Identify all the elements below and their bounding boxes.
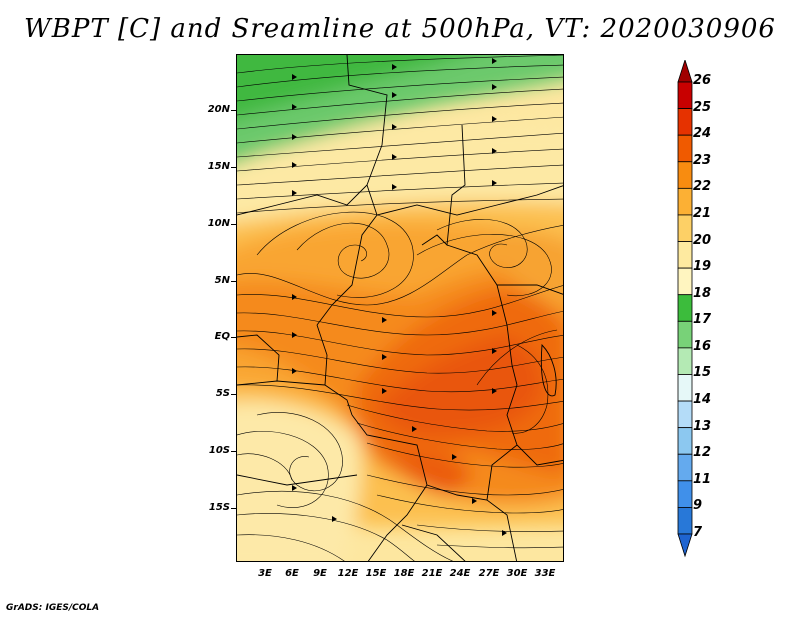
colorbar-label: 16 bbox=[693, 338, 712, 354]
colorbar-label: 15 bbox=[693, 365, 712, 381]
chart-title: WBPT [C] and Sreamline at 500hPa, VT: 20… bbox=[24, 14, 776, 44]
colorbar-label: 23 bbox=[693, 152, 712, 168]
colorbar-segment bbox=[677, 507, 693, 535]
lat-tick bbox=[231, 224, 236, 225]
lon-label-33e: 33E bbox=[534, 568, 556, 579]
colorbar-segment bbox=[677, 267, 693, 296]
colorbar bbox=[677, 60, 693, 558]
colorbar-segment bbox=[677, 347, 693, 375]
streamlines bbox=[237, 55, 563, 561]
streamline-arrows bbox=[292, 58, 507, 536]
colorbar-label: 11 bbox=[693, 471, 712, 487]
lat-label-20n: 20N bbox=[207, 104, 230, 115]
colorbar-segment bbox=[677, 134, 693, 163]
lat-label-15n: 15N bbox=[207, 161, 230, 172]
lon-label-24e: 24E bbox=[449, 568, 471, 579]
colorbar-segment bbox=[677, 320, 693, 349]
colorbar-label: 19 bbox=[693, 259, 712, 275]
country-borders bbox=[237, 55, 563, 561]
lon-label-9e: 9E bbox=[313, 568, 327, 579]
colorbar-label: 7 bbox=[693, 525, 703, 540]
colorbar-segment bbox=[677, 400, 693, 429]
lon-label-3e: 3E bbox=[258, 568, 272, 579]
lat-label-15s: 15S bbox=[208, 502, 230, 513]
lat-tick bbox=[231, 451, 236, 452]
lat-tick bbox=[231, 337, 236, 338]
colorbar-segment bbox=[677, 187, 693, 216]
colorbar-label: 12 bbox=[693, 445, 712, 461]
colorbar-label: 14 bbox=[693, 392, 712, 408]
lon-label-12e: 12E bbox=[337, 568, 359, 579]
colorbar-segment bbox=[677, 427, 693, 455]
lon-label-18e: 18E bbox=[393, 568, 415, 579]
colorbar-segment bbox=[677, 453, 693, 482]
lat-tick bbox=[231, 508, 236, 509]
lat-label-5n: 5N bbox=[214, 275, 230, 286]
colorbar-label: 18 bbox=[693, 285, 712, 301]
lat-tick bbox=[231, 281, 236, 282]
colorbar-label: 26 bbox=[693, 73, 712, 88]
colorbar-segment bbox=[677, 294, 693, 322]
lat-label-eq: EQ bbox=[214, 331, 230, 342]
colorbar-segment bbox=[677, 108, 693, 136]
lon-label-6e: 6E bbox=[285, 568, 299, 579]
colorbar-top-arrow bbox=[677, 60, 693, 83]
colorbar-segment bbox=[677, 374, 693, 402]
colorbar-label: 9 bbox=[693, 498, 703, 514]
lon-label-30e: 30E bbox=[506, 568, 528, 579]
temperature-field bbox=[237, 55, 563, 561]
lat-label-5s: 5S bbox=[215, 388, 230, 399]
lat-tick bbox=[231, 167, 236, 168]
lon-label-15e: 15E bbox=[365, 568, 387, 579]
footer-credit: GrADS: IGES/COLA bbox=[6, 603, 100, 613]
colorbar-bottom-arrow bbox=[677, 533, 693, 558]
colorbar-segment bbox=[677, 81, 693, 109]
colorbar-segment bbox=[677, 241, 693, 269]
colorbar-label: 25 bbox=[693, 99, 712, 115]
colorbar-label: 24 bbox=[693, 126, 712, 142]
colorbar-label: 22 bbox=[693, 179, 712, 195]
lon-label-21e: 21E bbox=[421, 568, 443, 579]
colorbar-segment bbox=[677, 214, 693, 242]
lat-tick bbox=[231, 110, 236, 111]
colorbar-label: 13 bbox=[693, 418, 712, 434]
colorbar-label: 20 bbox=[693, 232, 712, 248]
lat-tick bbox=[231, 394, 236, 395]
lon-label-27e: 27E bbox=[478, 568, 500, 579]
colorbar-label: 17 bbox=[693, 312, 712, 328]
lat-label-10s: 10S bbox=[208, 445, 230, 456]
lat-label-10n: 10N bbox=[207, 218, 230, 229]
colorbar-label: 21 bbox=[693, 205, 712, 221]
colorbar-segment bbox=[677, 480, 693, 508]
colorbar-segment bbox=[677, 161, 693, 189]
map-panel bbox=[236, 54, 564, 562]
